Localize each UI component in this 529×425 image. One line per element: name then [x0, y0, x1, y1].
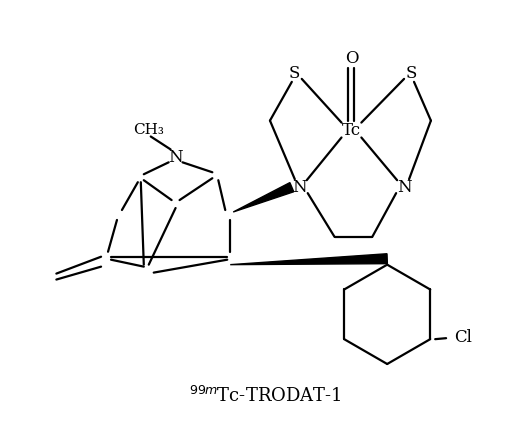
Polygon shape: [233, 183, 294, 212]
Text: O: O: [345, 50, 358, 67]
Polygon shape: [230, 254, 387, 265]
Text: S: S: [405, 65, 417, 82]
Text: Tc: Tc: [342, 122, 361, 139]
Text: N: N: [168, 149, 183, 166]
Text: CH₃: CH₃: [133, 122, 164, 136]
Text: S: S: [289, 65, 300, 82]
Text: $^{99m}$Tc-TRODAT-1: $^{99m}$Tc-TRODAT-1: [189, 386, 341, 406]
Text: Cl: Cl: [454, 329, 472, 346]
Text: N: N: [397, 178, 412, 196]
Text: N: N: [293, 178, 307, 196]
